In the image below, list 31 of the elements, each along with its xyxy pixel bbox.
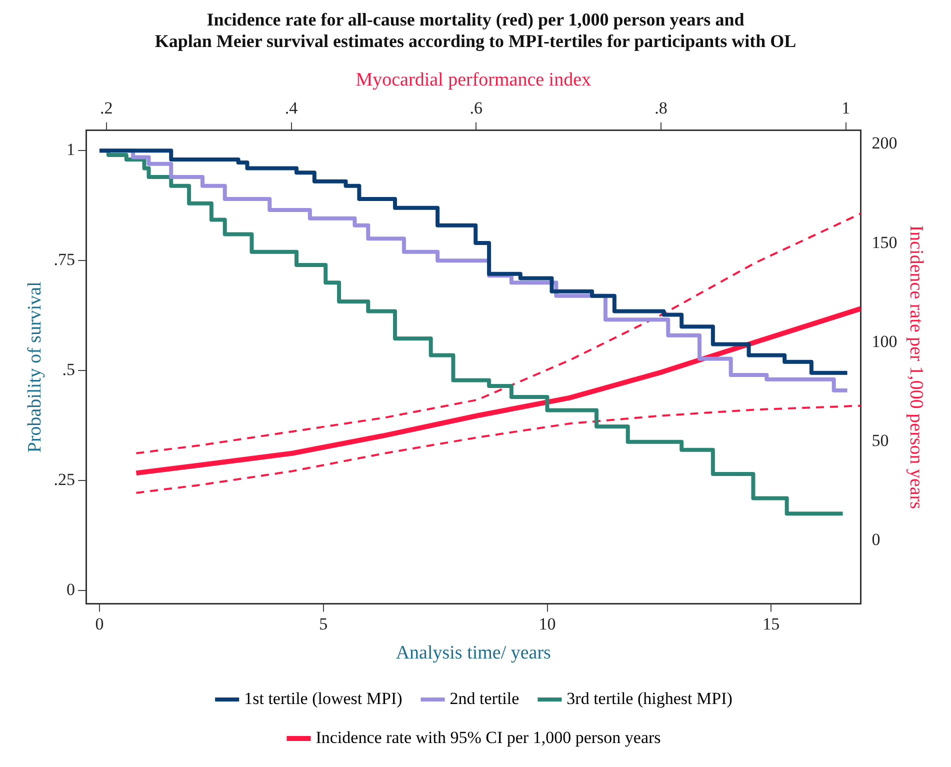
text: Incidence rate for all-cause mortality (red) per 1,000 person years and [206, 9, 744, 30]
line-series [135, 212, 861, 454]
x2-tick-label: .6 [470, 98, 483, 118]
x-tick-label: 5 [319, 614, 328, 634]
y-tick-label: .5 [62, 360, 76, 380]
legend-label: 1st tertile (lowest MPI) [244, 688, 402, 708]
x2-tick-label: 1 [842, 98, 850, 118]
x-tick-label: 15 [762, 614, 780, 634]
x-tick-label: 0 [95, 614, 104, 634]
y2-axis-title: Incidence rate per 1,000 person years [906, 225, 927, 510]
x-axis-title: Analysis time/ years [396, 642, 551, 664]
y2-tick-label: 50 [872, 430, 889, 450]
legend-label: Incidence rate with 95% CI per 1,000 person years [316, 728, 661, 747]
line-series [135, 404, 861, 494]
y-tick-label: 1 [66, 140, 76, 160]
x2-tick-label: .4 [284, 98, 298, 118]
y2-tick-label: 150 [872, 232, 898, 252]
text: Kaplan Meier survival estimates according to MPI-tertiles for participants with OL [154, 31, 796, 52]
y-axis-title: Probability of survival [24, 282, 46, 453]
y-tick-label: .75 [54, 250, 76, 270]
x2-tick-label: .2 [100, 98, 113, 118]
y2-tick-label: 100 [872, 332, 898, 351]
legend-label: 2nd tertile [450, 688, 520, 708]
x2-tick-label: .8 [654, 98, 668, 118]
x-tick-label: 10 [538, 614, 556, 634]
y-tick-label: 0 [66, 580, 76, 600]
x2-axis-title: Myocardial performance index [356, 70, 592, 91]
y2-tick-label: 0 [872, 530, 880, 549]
legend-label: 3rd tertile (highest MPI) [566, 688, 732, 708]
y2-tick-label: 200 [872, 134, 898, 153]
y-tick-label: .25 [54, 470, 76, 490]
